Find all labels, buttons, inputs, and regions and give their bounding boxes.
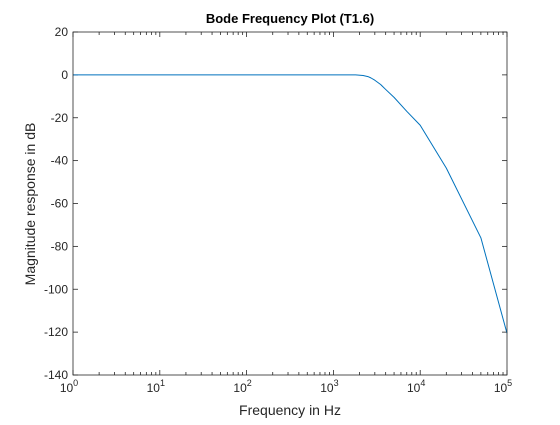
x-tick-label: 100 <box>60 378 78 395</box>
plot-area-background <box>73 32 507 375</box>
y-tick-label: -60 <box>51 197 69 211</box>
x-tick-label-exponent: 5 <box>507 378 512 388</box>
x-tick-label-exponent: 4 <box>420 378 425 388</box>
x-tick-label-exponent: 0 <box>73 378 78 388</box>
y-axis-label: Magnitude response in dB <box>22 123 38 286</box>
x-tick-label-exponent: 1 <box>160 378 165 388</box>
x-tick-label: 104 <box>407 378 425 395</box>
y-tick-label: -40 <box>51 154 69 168</box>
tick-labels-layer: 100 101 102 103 104 105200-20-40-60-80-100-12… <box>44 25 512 395</box>
y-tick-label: -140 <box>44 368 68 382</box>
x-tick-label: 103 <box>320 378 338 395</box>
x-tick-label: 102 <box>233 378 251 395</box>
y-tick-label: -120 <box>44 325 68 339</box>
series-layer <box>73 74 508 334</box>
y-tick-label: -80 <box>51 239 69 253</box>
axes-box <box>72 31 508 376</box>
x-tick-label-base: 10 <box>320 381 334 395</box>
y-tick-label: 20 <box>55 25 69 39</box>
x-tick-label-base: 10 <box>60 381 74 395</box>
x-tick-label: 101 <box>147 378 165 395</box>
x-tick-label-base: 10 <box>407 381 421 395</box>
x-axis-label: Frequency in Hz <box>239 402 341 418</box>
chart-title: Bode Frequency Plot (T1.6) <box>206 11 374 26</box>
y-tick-label: 0 <box>61 68 68 82</box>
x-tick-label-base: 10 <box>233 381 247 395</box>
x-tick-label-base: 10 <box>147 381 161 395</box>
y-tick-label: -100 <box>44 282 68 296</box>
y-tick-label: -20 <box>51 111 69 125</box>
x-tick-label-base: 10 <box>494 381 508 395</box>
x-tick-label-exponent: 3 <box>334 378 339 388</box>
x-tick-label-exponent: 2 <box>247 378 252 388</box>
series-line-0 <box>73 74 508 334</box>
x-tick-label: 105 <box>494 378 512 395</box>
